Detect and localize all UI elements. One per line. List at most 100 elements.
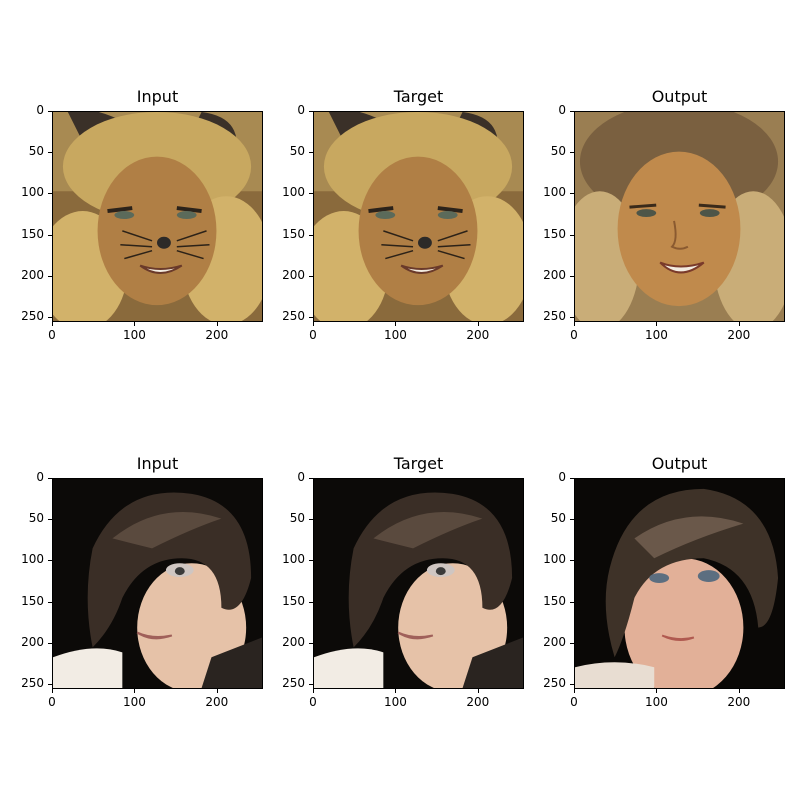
face-image <box>574 111 785 322</box>
y-tick-label: 50 <box>289 144 305 159</box>
y-tick-mark <box>570 152 574 154</box>
y-tick-label: 100 <box>282 552 305 567</box>
y-tick-label: 250 <box>282 309 305 324</box>
y-tick-mark <box>570 317 574 319</box>
y-tick-label: 200 <box>282 267 305 282</box>
image-panel <box>313 111 524 322</box>
y-tick-label: 200 <box>21 267 44 282</box>
x-tick-label: 100 <box>383 695 407 709</box>
x-tick-mark <box>477 689 479 693</box>
y-tick-mark <box>309 111 313 112</box>
y-tick-mark <box>48 560 52 562</box>
y-tick-label: 0 <box>558 103 566 117</box>
panel-title: Input <box>136 454 179 473</box>
y-tick-label: 200 <box>543 267 566 282</box>
x-tick-label: 100 <box>383 328 407 342</box>
image-panel <box>313 478 524 689</box>
panel-title: Target <box>393 87 444 106</box>
y-tick-label: 150 <box>543 226 566 241</box>
x-tick-mark <box>395 322 397 326</box>
x-tick-mark <box>134 322 136 326</box>
y-tick-mark <box>309 560 313 562</box>
face-dark-generated-picture <box>575 479 784 688</box>
y-tick-mark <box>48 275 52 277</box>
x-tick-mark <box>52 322 53 326</box>
x-tick-label: 200 <box>205 328 229 342</box>
y-tick-mark <box>309 519 313 521</box>
x-tick-mark <box>52 689 53 693</box>
y-tick-label: 50 <box>289 511 305 526</box>
y-tick-label: 200 <box>282 634 305 649</box>
y-tick-label: 200 <box>543 634 566 649</box>
face-image <box>574 478 785 689</box>
y-tick-label: 200 <box>21 634 44 649</box>
y-tick-mark <box>48 642 52 644</box>
y-tick-mark <box>570 642 574 644</box>
y-tick-label: 0 <box>558 470 566 484</box>
x-tick-mark <box>656 322 658 326</box>
y-tick-label: 0 <box>297 103 305 117</box>
x-tick-mark <box>313 689 314 693</box>
y-tick-mark <box>48 519 52 521</box>
y-tick-label: 50 <box>28 144 44 159</box>
y-tick-label: 250 <box>282 676 305 691</box>
y-tick-label: 50 <box>550 511 566 526</box>
y-tick-mark <box>570 234 574 236</box>
y-tick-label: 150 <box>21 226 44 241</box>
y-tick-label: 150 <box>21 593 44 608</box>
x-tick-mark <box>738 322 740 326</box>
y-tick-mark <box>309 478 313 479</box>
face-dark-short-hair-picture <box>314 479 523 688</box>
y-tick-mark <box>570 111 574 112</box>
x-tick-label: 0 <box>570 328 578 342</box>
x-tick-label: 200 <box>205 695 229 709</box>
x-tick-mark <box>574 689 575 693</box>
y-tick-mark <box>309 193 313 195</box>
y-tick-label: 150 <box>282 226 305 241</box>
y-tick-mark <box>570 193 574 195</box>
y-tick-label: 250 <box>21 676 44 691</box>
y-tick-label: 250 <box>543 309 566 324</box>
x-tick-label: 0 <box>570 695 578 709</box>
y-tick-label: 250 <box>543 676 566 691</box>
y-tick-mark <box>309 152 313 154</box>
y-tick-mark <box>48 111 52 112</box>
image-panel <box>52 478 263 689</box>
x-tick-label: 0 <box>48 695 56 709</box>
y-tick-label: 50 <box>550 144 566 159</box>
y-tick-mark <box>570 684 574 686</box>
y-tick-mark <box>48 478 52 479</box>
x-tick-label: 100 <box>122 328 146 342</box>
x-tick-label: 0 <box>309 695 317 709</box>
face-image <box>52 111 263 322</box>
x-tick-mark <box>313 322 314 326</box>
face-image <box>313 478 524 689</box>
image-panel <box>574 111 785 322</box>
y-tick-label: 100 <box>543 185 566 200</box>
image-panel <box>52 111 263 322</box>
y-tick-label: 0 <box>297 470 305 484</box>
x-tick-label: 100 <box>122 695 146 709</box>
y-tick-label: 100 <box>282 185 305 200</box>
y-tick-label: 50 <box>28 511 44 526</box>
y-tick-mark <box>48 317 52 319</box>
image-panel <box>574 478 785 689</box>
y-tick-mark <box>570 275 574 277</box>
y-tick-mark <box>48 684 52 686</box>
panel-title: Input <box>136 87 179 106</box>
x-tick-mark <box>477 322 479 326</box>
x-tick-mark <box>574 322 575 326</box>
y-tick-mark <box>570 560 574 562</box>
y-tick-label: 0 <box>36 470 44 484</box>
x-tick-mark <box>738 689 740 693</box>
y-tick-mark <box>570 478 574 479</box>
panel-title: Target <box>393 454 444 473</box>
y-tick-label: 150 <box>282 593 305 608</box>
y-tick-label: 100 <box>21 185 44 200</box>
y-tick-mark <box>570 601 574 603</box>
face-blonde-generated-picture <box>575 112 784 321</box>
x-tick-mark <box>656 689 658 693</box>
x-tick-label: 100 <box>644 328 668 342</box>
y-tick-mark <box>48 601 52 603</box>
x-tick-label: 200 <box>727 695 751 709</box>
